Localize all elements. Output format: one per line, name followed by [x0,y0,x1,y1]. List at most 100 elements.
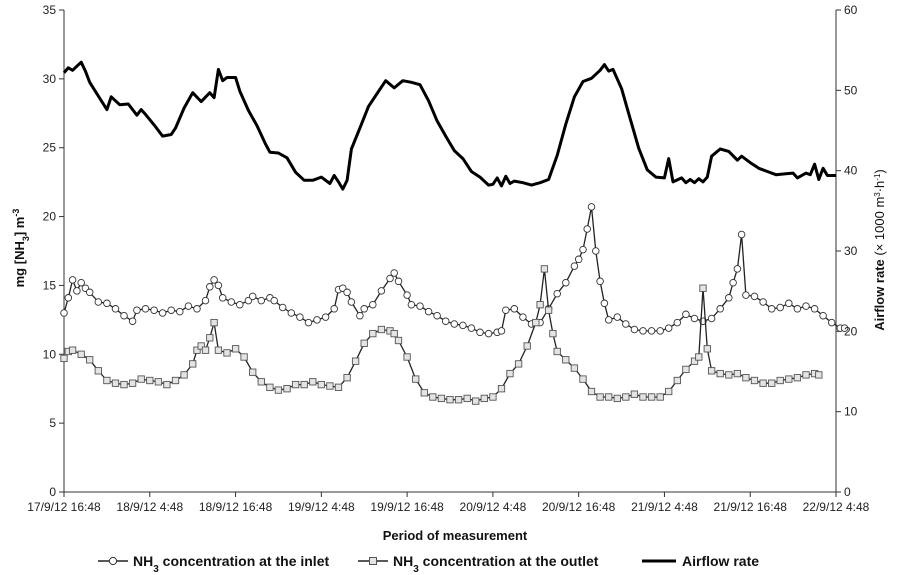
inlet-data-point [476,328,484,337]
tick-labels: 0 5 10 15 20 25 30 35 0 10 20 30 40 50 60 17/9/12 16:48… [27,3,869,514]
outlet-data-point [291,380,300,389]
outlet-data-point [605,393,613,401]
outlet-data-point [587,387,596,396]
outlet-data-point [146,376,154,385]
outlet-data-point [154,378,163,386]
inlet-data-point [819,311,827,320]
outlet-data-point [768,379,776,387]
inlet-data-point [111,305,120,313]
legend-label-inlet: NH3 concentration at the inlet [133,553,329,575]
inlet-data-point [664,324,673,332]
y-left-tick-label: 20 [43,210,57,224]
outlet-data-point [639,393,647,401]
outlet-data-point [394,336,403,345]
inlet-data-point [343,288,351,297]
outlet-data-point [454,396,463,404]
inlet-data-point [278,303,287,312]
inlet-data-point [150,306,158,314]
inlet-data-point [441,317,450,325]
outlet-data-point [163,380,171,389]
outlet-data-point [673,376,681,385]
outlet-data-point [682,365,690,374]
outlet-data-point [111,379,120,387]
inlet-data-point [176,307,184,316]
outlet-data-point [506,369,514,378]
inlet-data-point [287,309,296,317]
inlet-data-point [583,225,591,233]
inlet-data-point [600,299,609,308]
outlet-data-point [231,345,240,353]
outlet-data-point [300,380,308,389]
y-left-tick-label: 15 [43,278,57,292]
inlet-data-point [570,262,579,270]
outlet-data-point [579,375,587,383]
outlet-data-point [403,353,411,361]
outlet-data-point [201,346,210,354]
outlet-data-point [656,393,664,401]
inlet-data-point [690,314,699,323]
outlet-data-point [630,390,639,398]
y-right-tick-label: 50 [844,83,858,97]
outlet-data-point [317,380,325,389]
inlet-data-point [776,303,784,312]
inlet-data-point [604,316,613,324]
outlet-data-point [544,306,553,314]
inlet-data-point [94,298,103,306]
y-axis-left-title: mg [NH3] m-3 [11,209,31,288]
inlet-data-point [313,316,321,324]
x-tick-label: 17/9/12 16:48 [27,500,101,514]
outlet-data-point [360,339,368,347]
inlet-data-point [347,298,356,306]
inlet-data-point [120,311,128,320]
inlet-data-point [810,305,819,313]
legend-item-inlet: NH3 concentration at the inlet [98,553,329,575]
y-left-tick-label: 5 [49,416,56,430]
outlet-data-point [489,393,497,401]
inlet-data-point [321,313,330,321]
inlet-data-point [639,327,647,335]
inlet-data-point [356,311,364,320]
outlet-data-point [549,329,557,338]
outlet-data-point [68,346,77,354]
inlet-data-point [793,305,802,313]
inlet-data-point [128,317,137,325]
inlet-data-point [103,299,111,308]
outlet-data-point [562,356,570,364]
inlet-data-point [60,309,68,317]
y-left-tick-label: 30 [43,72,57,86]
axes [59,9,841,497]
y-right-tick-label: 20 [844,324,858,338]
outlet-data-point [60,354,68,363]
inlet-data-point [630,325,639,334]
x-tick-label: 21/9/12 16:48 [714,500,788,514]
inlet-data-point [201,296,210,305]
inlet-data-point [227,298,236,306]
outlet-data-point [412,375,420,383]
outlet-data-point [257,378,265,386]
outlet-data-point [214,346,223,354]
inlet-data-point [716,305,724,313]
outlet-data-point [369,329,377,338]
outlet-data-point [613,394,621,403]
outlet-data-point [223,349,231,357]
outlet-data-point [497,385,506,393]
series-layer [60,60,849,405]
outlet-data-point [532,318,540,327]
x-tick-label: 18/9/12 4:48 [116,500,183,514]
inlet-data-point [85,288,94,297]
inlet-data-point [553,289,561,298]
inlet-data-point [592,247,600,255]
inlet-data-point [484,329,493,338]
inlet-data-point [390,269,398,277]
inlet-data-point [785,299,793,308]
outlet-data-point [733,369,742,378]
inlet-data-point [647,327,656,335]
outlet-data-point [283,385,291,393]
outlet-data-point [647,393,656,401]
outlet-data-point [128,379,137,387]
inlet-data-point [64,294,73,302]
inlet-data-point [167,306,175,314]
outlet-data-point [210,318,218,327]
outlet-data-point [742,374,750,382]
